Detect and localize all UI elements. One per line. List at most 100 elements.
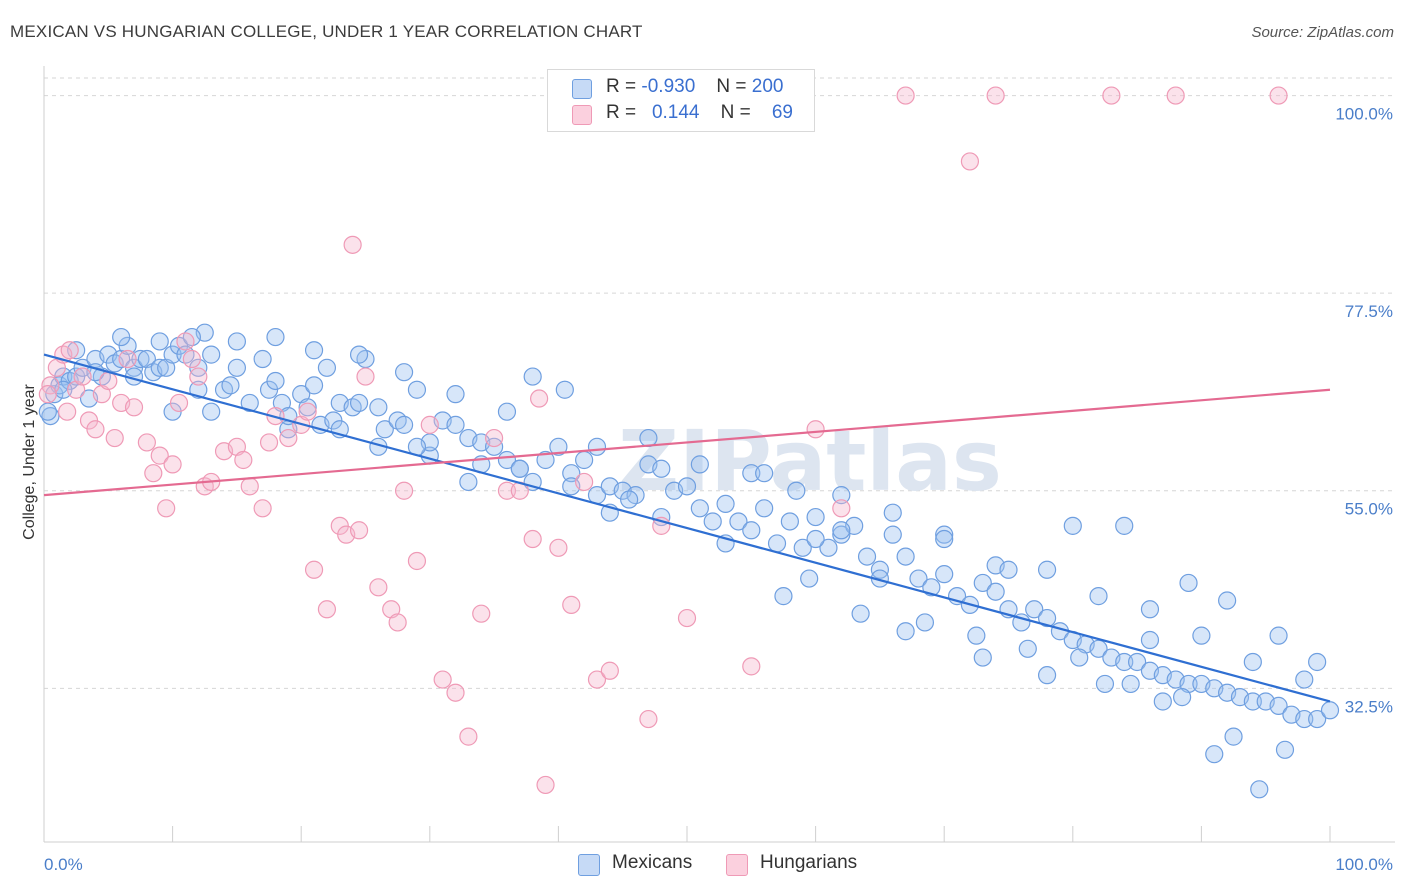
hungarians-point: [169, 393, 189, 413]
y-tick-label: 100.0%: [1335, 105, 1393, 124]
mexicans-point: [227, 358, 246, 377]
hungarians-point: [253, 499, 272, 518]
mexicans-point: [38, 402, 57, 421]
hungarians-point: [298, 402, 317, 421]
hungarians-point: [896, 86, 915, 105]
hungarians-point: [472, 604, 491, 623]
mexicans-point: [510, 459, 529, 478]
mexicans-point: [1173, 688, 1192, 707]
mexicans-point: [1295, 709, 1314, 729]
mexicans-point: [935, 525, 954, 544]
mexicans-point: [677, 477, 697, 496]
r-label: R =: [606, 102, 637, 123]
hungarians-point: [446, 683, 465, 702]
x-tick-label-start: 0.0%: [44, 855, 83, 874]
mexicans-point: [1243, 692, 1262, 711]
mexicans-point: [253, 349, 272, 369]
mexicans-point: [1269, 696, 1288, 715]
hungarians-point: [986, 86, 1005, 105]
mexicans-point: [857, 547, 877, 566]
hungarians-point: [105, 428, 124, 448]
hungarians-point: [304, 560, 324, 579]
hungarians-point: [176, 332, 195, 351]
hungarians-point: [600, 661, 619, 680]
trend-lines: [43, 353, 1331, 703]
hungarians-point: [38, 385, 57, 404]
hungarians-point: [485, 428, 504, 448]
mexicans-point: [851, 604, 870, 623]
hungarians-point: [157, 499, 176, 518]
mexicans-point: [150, 358, 169, 377]
hungarians-point: [150, 446, 169, 465]
hungarians-point: [497, 481, 517, 500]
hungarians-point: [742, 657, 761, 676]
hungarians-point: [99, 371, 118, 391]
mexicans-point: [221, 376, 240, 395]
gridlines: [44, 77, 1395, 689]
mexicans-point: [774, 587, 793, 606]
mexicans-point: [1205, 745, 1224, 764]
mexicans-point: [652, 459, 671, 478]
hungarians-point: [137, 433, 156, 452]
hungarians-legend-label: Hungarians: [760, 852, 858, 873]
hungarians-point: [343, 235, 362, 254]
hungarians-point: [124, 398, 144, 417]
mexicans-point: [227, 332, 246, 351]
mexicans-point: [304, 341, 324, 360]
mexicans-point: [1089, 587, 1108, 606]
mexicans-point: [112, 327, 131, 347]
r-value-hungarians: 0.144: [651, 102, 700, 123]
mexicans-point: [896, 622, 915, 641]
mexicans-point: [620, 490, 639, 509]
mexicans-point: [780, 512, 799, 531]
hungarians-point: [394, 481, 414, 500]
mexicans-point: [915, 613, 935, 632]
hungarians-point: [73, 367, 92, 386]
mexicans-point: [819, 538, 838, 557]
hungarians-point: [806, 420, 825, 439]
mexicans-point: [150, 332, 169, 351]
mexicans-point: [317, 358, 337, 377]
mexicans-point: [304, 376, 324, 395]
mexicans-point: [131, 349, 150, 369]
mexicans-point: [1037, 666, 1057, 685]
mexicans-point: [1275, 740, 1295, 759]
hungarians-point: [530, 389, 549, 408]
mexicans-swatch: [572, 79, 592, 99]
mexicans-point: [1037, 608, 1057, 628]
mexicans-point: [349, 393, 369, 413]
mexicans-point: [45, 385, 64, 404]
hungarians-point: [832, 499, 851, 518]
data-points: [38, 86, 1340, 799]
mexicans-point: [1269, 626, 1288, 645]
mexicans-point: [407, 380, 427, 399]
mexicans-point: [394, 363, 414, 382]
mexicans-point: [832, 521, 851, 540]
hungarians-point: [369, 578, 388, 597]
hungarians-point: [420, 415, 439, 434]
mexicans-point: [883, 503, 902, 522]
n-value-hungarians: 69: [771, 102, 793, 123]
mexicans-trend-line: [43, 353, 1331, 703]
mexicans-point: [1250, 780, 1269, 799]
mexicans-point: [1243, 652, 1262, 672]
mexicans-point: [369, 398, 388, 417]
mexicans-point: [793, 538, 812, 557]
mexicans-point: [1140, 600, 1160, 619]
mexicans-point: [1115, 652, 1134, 672]
mexicans-point: [729, 512, 748, 531]
mexicans-point: [1063, 516, 1082, 535]
hungarians-point: [1166, 86, 1185, 105]
mexicans-point: [446, 415, 465, 434]
mexicans-point: [1218, 591, 1237, 610]
mexicans-point: [446, 385, 465, 404]
mexicans-point: [1308, 652, 1327, 672]
hungarians-point: [118, 349, 137, 369]
hungarians-point: [189, 367, 208, 386]
hungarians-point: [562, 595, 581, 614]
n-value-mexicans: 200: [751, 76, 784, 97]
mexicans-point: [536, 450, 555, 470]
mexicans-point: [716, 494, 735, 514]
hungarians-trend-line: [43, 388, 1331, 497]
